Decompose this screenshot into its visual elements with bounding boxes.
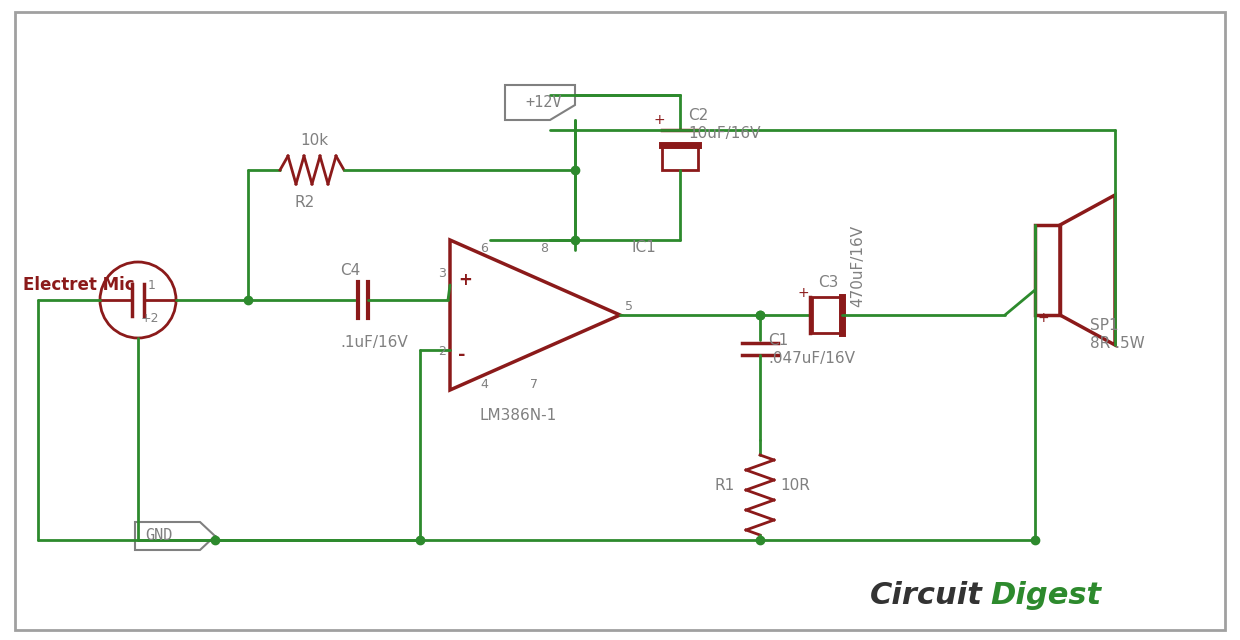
Text: C1: C1: [768, 333, 789, 348]
Text: 4: 4: [480, 378, 487, 391]
Text: +: +: [458, 271, 472, 289]
Text: IC1: IC1: [632, 240, 657, 255]
Text: 10k: 10k: [300, 133, 329, 148]
Text: +12V: +12V: [525, 95, 562, 109]
Text: 8R .5W: 8R .5W: [1090, 336, 1145, 351]
Text: 8: 8: [539, 242, 548, 255]
Text: 2: 2: [438, 345, 446, 358]
Text: C2: C2: [688, 108, 708, 123]
Text: Digest: Digest: [990, 581, 1101, 610]
Text: 5: 5: [625, 300, 632, 313]
Text: +: +: [1038, 311, 1049, 325]
Text: 10uF/16V: 10uF/16V: [688, 126, 760, 141]
Text: .1uF/16V: .1uF/16V: [340, 335, 408, 350]
Bar: [662, 145, 698, 170]
Text: R2: R2: [295, 195, 315, 210]
Text: 10R: 10R: [780, 478, 810, 493]
Text: +: +: [653, 113, 666, 127]
Text: Electret Mic: Electret Mic: [24, 276, 135, 294]
Text: 7: 7: [529, 378, 538, 391]
Text: 6: 6: [480, 242, 487, 255]
Bar: [812, 297, 842, 333]
Text: 1: 1: [148, 279, 156, 292]
Text: R1: R1: [715, 478, 735, 493]
Text: -: -: [458, 346, 465, 364]
Text: .047uF/16V: .047uF/16V: [768, 351, 856, 366]
Text: C3: C3: [818, 275, 838, 290]
Text: GND: GND: [145, 529, 172, 543]
Text: 3: 3: [438, 267, 446, 280]
Text: SP1: SP1: [1090, 318, 1118, 333]
Text: +2: +2: [141, 312, 160, 325]
Text: Circuit: Circuit: [870, 581, 983, 610]
Text: +: +: [799, 286, 810, 300]
Text: 470uF/16V: 470uF/16V: [849, 225, 866, 307]
Text: LM386N-1: LM386N-1: [480, 408, 557, 423]
Text: C4: C4: [340, 263, 361, 278]
Bar: [1035, 225, 1060, 315]
